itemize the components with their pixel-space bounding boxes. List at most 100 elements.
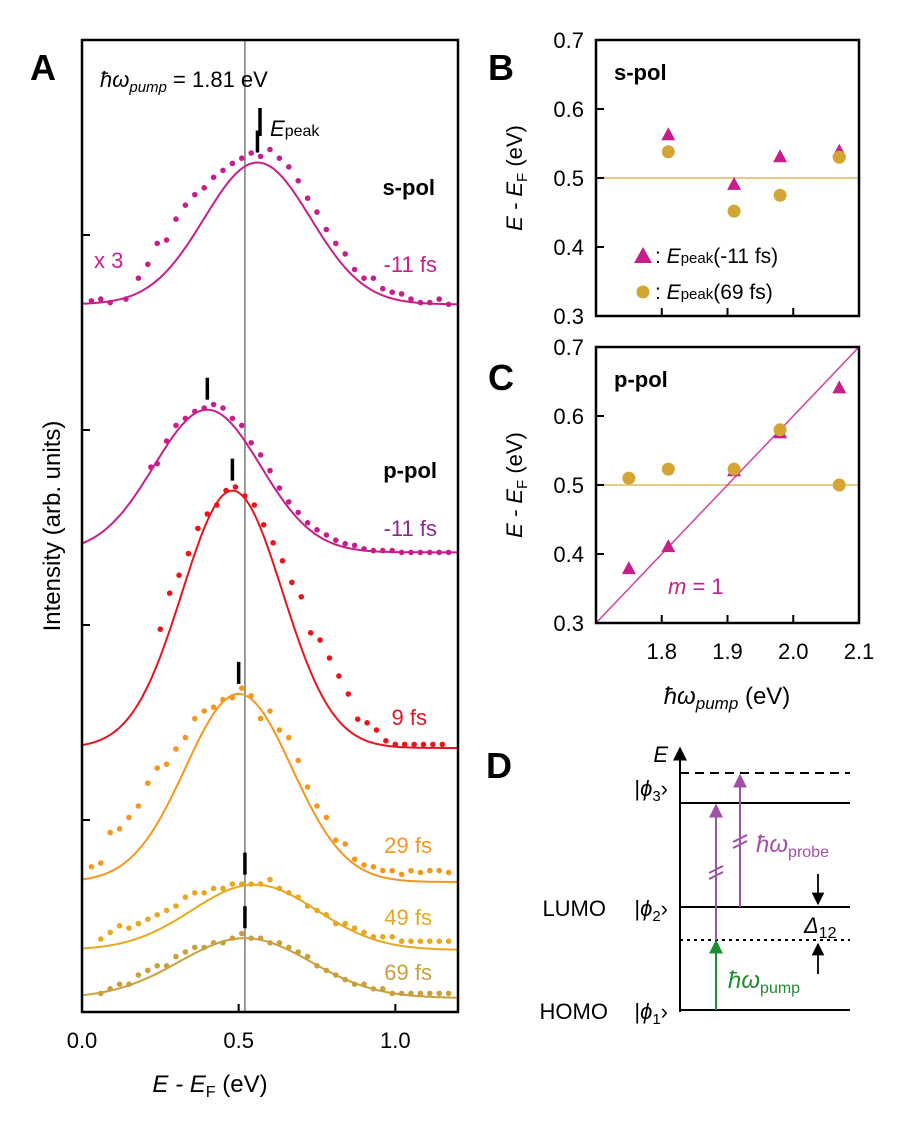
data-point-2-30 (439, 741, 446, 748)
data-point-2-14 (289, 579, 295, 586)
data-point-4-5 (145, 916, 151, 922)
data-point-5-14 (229, 935, 236, 941)
data-point-3-36 (427, 867, 433, 874)
data-point-2-13 (279, 558, 286, 564)
phi2-label: |ϕ2› (634, 896, 668, 925)
data-point-5-17 (257, 935, 264, 941)
data-point-5-29 (370, 986, 377, 992)
data-point-0-16 (248, 150, 254, 156)
panel-c-x-axis-label: ħωpump (eV) (664, 683, 791, 713)
data-point-3-14 (220, 696, 226, 703)
data-point-0-20 (286, 164, 292, 170)
data-point-5-32 (398, 990, 405, 997)
data-point-5-15 (239, 930, 245, 937)
data-point-1-14 (276, 485, 283, 491)
data-point-2-29 (430, 741, 436, 748)
data-point-3-1 (98, 860, 104, 866)
data-point-2-25 (392, 741, 399, 748)
data-point-4-14 (229, 881, 236, 887)
legend-triangle-marker (634, 247, 652, 263)
x-tick-label-C-1: 1.9 (712, 639, 743, 664)
y-tick-label-C-0: 0.3 (553, 611, 584, 636)
data-point-3-32 (389, 867, 396, 874)
legend-entry-11fs: : Epeak(-11 fs) (655, 245, 778, 268)
data-point-3-18 (257, 715, 264, 722)
data-point-2-26 (401, 741, 408, 748)
data-point-1-15 (286, 499, 292, 505)
data-point-0-5 (145, 261, 151, 268)
data-point-4-10 (192, 890, 198, 896)
y-tick-label-C-2: 0.5 (553, 473, 584, 498)
data-point-0-28 (361, 275, 367, 282)
data-point-1-28 (408, 549, 414, 556)
marker-C-0-0 (621, 561, 636, 575)
data-point-1-9 (229, 415, 236, 422)
data-point-3-8 (163, 761, 170, 767)
y-tick-label-B-0: 0.3 (553, 304, 584, 329)
data-point-3-6 (145, 780, 151, 786)
marker-B-1-0 (661, 145, 675, 159)
data-point-1-6 (201, 405, 207, 411)
data-point-1-8 (220, 405, 226, 411)
data-point-3-27 (342, 841, 349, 847)
data-point-4-12 (210, 885, 217, 892)
data-point-4-21 (295, 894, 302, 900)
data-point-0-34 (417, 299, 424, 306)
curve-fit-3 (81, 692, 458, 883)
marker-C-1-3 (773, 423, 787, 437)
data-point-5-23 (314, 963, 320, 969)
data-point-1-19 (323, 532, 330, 538)
data-point-2-5 (204, 511, 211, 517)
data-point-5-33 (408, 990, 414, 997)
probe-label: ħωprobe (756, 831, 829, 861)
data-point-4-33 (408, 938, 414, 944)
marker-B-0-1 (727, 176, 742, 190)
data-point-4-16 (248, 881, 254, 887)
marker-B-1-1 (727, 204, 741, 218)
data-point-5-18 (267, 940, 273, 946)
data-point-3-37 (436, 867, 443, 874)
data-point-4-11 (201, 890, 207, 896)
marker-C-0-4 (832, 380, 847, 394)
data-point-4-17 (257, 881, 264, 887)
data-point-3-12 (201, 708, 207, 714)
data-point-2-24 (383, 738, 389, 744)
data-point-3-3 (116, 826, 123, 832)
p-pol-label: p-pol (383, 458, 437, 483)
data-point-5-37 (445, 990, 452, 997)
data-point-2-19 (336, 673, 342, 679)
data-point-0-21 (295, 178, 302, 184)
data-point-0-22 (304, 195, 311, 201)
data-point-2-8 (232, 484, 239, 490)
panel-a-x-ticks: 0.0 0.5 1.0 (67, 1004, 411, 1053)
data-point-2-28 (420, 741, 427, 748)
fit-line-C (596, 347, 859, 623)
data-point-3-33 (398, 871, 405, 878)
data-point-5-12 (210, 940, 217, 946)
data-point-1-17 (304, 520, 311, 526)
energy-axis-label: E (653, 742, 668, 767)
data-point-1-4 (182, 415, 189, 422)
data-point-1-30 (427, 549, 433, 556)
data-point-4-2 (116, 923, 123, 929)
data-point-4-6 (154, 912, 160, 918)
series-label-p-11fs: -11 fs (384, 516, 437, 541)
data-point-1-1 (154, 460, 160, 467)
data-point-3-2 (107, 829, 113, 836)
curve-fit-1 (81, 408, 458, 554)
data-point-1-22 (351, 542, 358, 549)
y-tick-label-C-1: 0.4 (553, 542, 584, 567)
data-point-5-4 (135, 972, 142, 978)
marker-C-1-0 (622, 471, 636, 485)
slope-label: m = 1 (668, 574, 724, 599)
panel-b-title: s-pol (614, 60, 667, 85)
y-tick-label-C-3: 0.6 (553, 404, 584, 429)
y-tick-label-B-4: 0.7 (553, 28, 584, 53)
data-point-2-17 (317, 637, 323, 643)
y-tick-label-B-3: 0.6 (553, 97, 584, 122)
data-point-5-5 (145, 967, 151, 974)
panel-c-plot-area (596, 347, 859, 623)
data-point-5-31 (389, 990, 396, 997)
data-point-0-10 (192, 191, 198, 198)
